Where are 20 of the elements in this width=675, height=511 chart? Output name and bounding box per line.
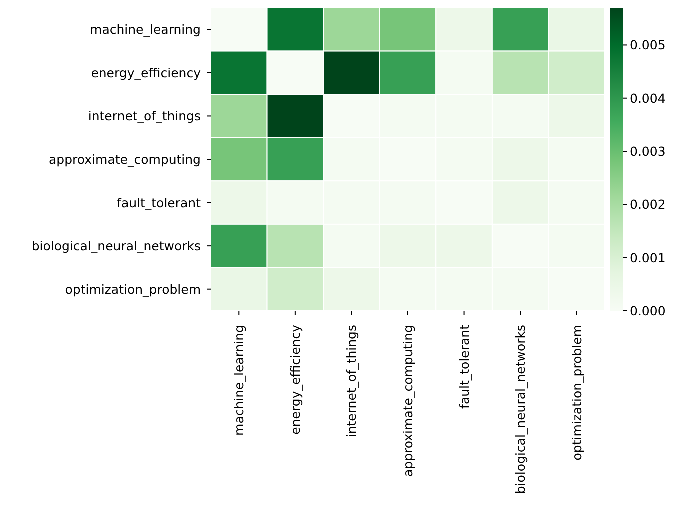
y-tick-label: fault_tolerant <box>117 195 202 210</box>
color-bar-label: 0.004 <box>630 90 666 106</box>
colorbar: 0.000 0.001 0.002 0.003 0.004 0.005 <box>610 8 675 325</box>
y-tick-label: machine_learning <box>90 22 201 38</box>
y-tick-label: biological_neural_networks <box>32 238 201 254</box>
x-tick-label: optimization_problem <box>569 325 584 461</box>
color-bar-label: 0.000 <box>630 304 666 318</box>
color-bar-label: 0.003 <box>630 144 666 160</box>
y-tick-label: internet_of_things <box>88 108 201 124</box>
color-bar-label: 0.001 <box>630 250 666 266</box>
y-tick-label: approximate_computing <box>49 152 201 167</box>
x-tick-label: fault_tolerant <box>456 324 472 409</box>
x-tick-label: approximate_computing <box>400 325 416 477</box>
color-bar-label: 0.005 <box>630 38 666 53</box>
y-tick-label: optimization_problem <box>65 282 201 297</box>
x-tick-label: biological_neural_networks <box>513 325 528 494</box>
x-tick-label: energy_efficiency <box>288 324 303 435</box>
color-bar-label: 0.002 <box>630 197 666 212</box>
x-tick-label: internet_of_things <box>344 325 360 438</box>
y-tick-label: energy_efficiency <box>91 65 202 80</box>
